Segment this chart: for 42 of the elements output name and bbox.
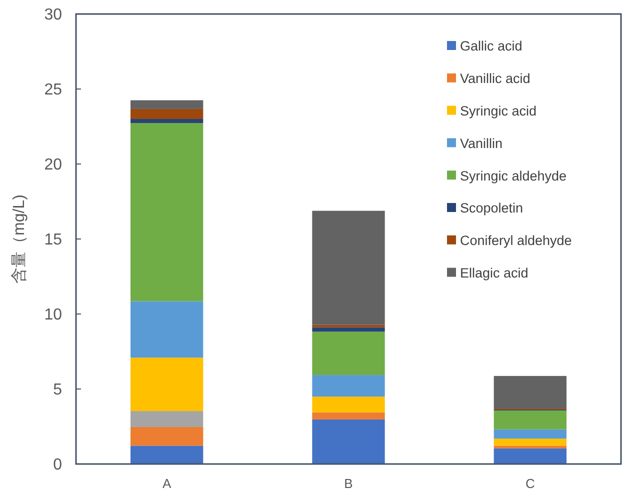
bar	[312, 332, 385, 376]
bar	[494, 429, 566, 439]
bar	[130, 123, 204, 302]
legend-label: Vanillin	[460, 136, 503, 151]
x-tick-label: B	[344, 476, 353, 491]
y-tick-label: 30	[44, 6, 62, 24]
bar	[494, 410, 566, 430]
legend-label: Syringic aldehyde	[460, 168, 567, 184]
bar	[130, 426, 204, 446]
legend-label: Coniferyl aldehyde	[460, 233, 572, 248]
y-tick-label: 15	[44, 232, 62, 249]
bar	[130, 446, 204, 464]
bar	[494, 438, 566, 446]
bar	[130, 119, 204, 124]
bar	[312, 419, 385, 464]
y-tick-label: 5	[53, 382, 62, 399]
bar	[312, 324, 385, 328]
y-tick-label: 25	[44, 82, 62, 99]
bar	[130, 301, 204, 358]
legend-label: Syringic acid	[460, 104, 537, 119]
bar	[130, 100, 204, 109]
bar	[312, 412, 385, 420]
bar	[494, 446, 566, 448]
legend-label: Scopoletin	[460, 200, 524, 216]
legend-label: Gallic acid	[460, 38, 522, 54]
bar	[130, 358, 204, 412]
bar	[494, 448, 566, 464]
bar	[494, 376, 566, 408]
bar	[312, 396, 385, 412]
x-tick-label: C	[525, 476, 535, 491]
x-tick-label: A	[162, 476, 172, 491]
bar	[312, 375, 385, 397]
legend-label: Ellagic acid	[460, 266, 528, 281]
bar	[312, 210, 385, 325]
bar	[130, 411, 204, 427]
y-tick-label: 20	[44, 156, 62, 174]
bar	[312, 327, 385, 332]
bar	[130, 108, 204, 119]
y-tick-label: 10	[44, 306, 62, 324]
y-axis-title: 含量（mg/L)	[10, 194, 28, 284]
y-tick-label: 0	[53, 456, 62, 474]
legend-label: Vanillic acid	[460, 71, 530, 86]
